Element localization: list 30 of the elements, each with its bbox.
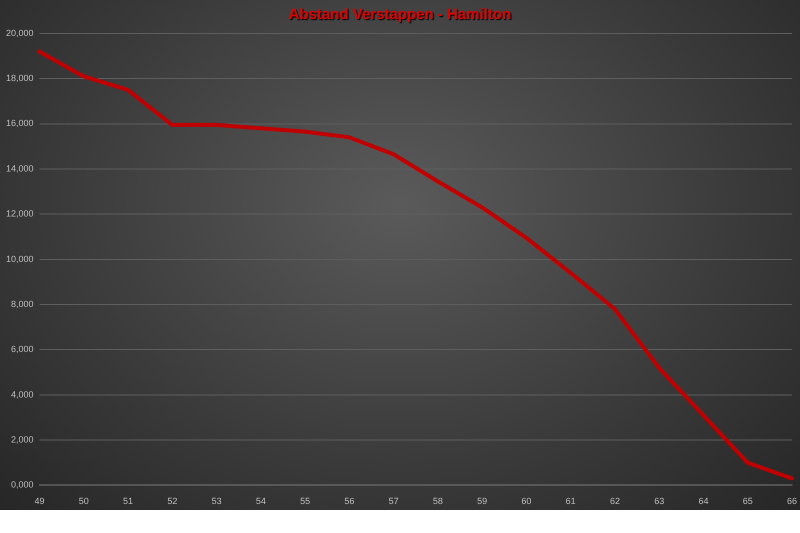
y-tick-label: 0,000 [10, 480, 34, 490]
x-tick-label: 55 [300, 496, 310, 506]
y-tick-label: 10,000 [6, 254, 34, 264]
x-tick-label: 57 [388, 496, 399, 506]
y-tick-label: 20,000 [6, 28, 34, 38]
x-tick-label: 63 [654, 496, 664, 506]
y-tick-label: 4,000 [10, 389, 34, 400]
y-tick-label: 16,000 [6, 118, 34, 128]
x-tick-label: 54 [256, 496, 266, 506]
x-tick-label: 51 [123, 496, 134, 506]
x-tick-label: 65 [742, 496, 753, 506]
x-tick-label: 62 [610, 496, 620, 506]
x-tick-label: 60 [521, 496, 532, 506]
x-tick-label: 52 [167, 496, 178, 506]
y-tick-label: 18,000 [6, 73, 34, 84]
x-tick-label: 53 [212, 496, 222, 506]
y-tick-label: 8,000 [10, 298, 34, 309]
chart-title: Abstand Verstappen - Hamilton [288, 6, 512, 23]
x-tick-label: 50 [78, 496, 89, 506]
x-tick-label: 59 [477, 496, 488, 506]
x-tick-label: 61 [566, 496, 576, 506]
y-tick-label: 2,000 [10, 434, 34, 445]
x-tick-label: 49 [34, 496, 45, 506]
x-tick-label: 58 [432, 496, 443, 506]
x-tick-label: 64 [698, 496, 708, 506]
x-tick-label: 56 [344, 496, 354, 506]
y-tick-label: 14,000 [6, 163, 34, 174]
x-tick-label: 66 [786, 496, 797, 506]
y-tick-label: 12,000 [6, 208, 34, 219]
y-tick-label: 6,000 [10, 344, 34, 354]
